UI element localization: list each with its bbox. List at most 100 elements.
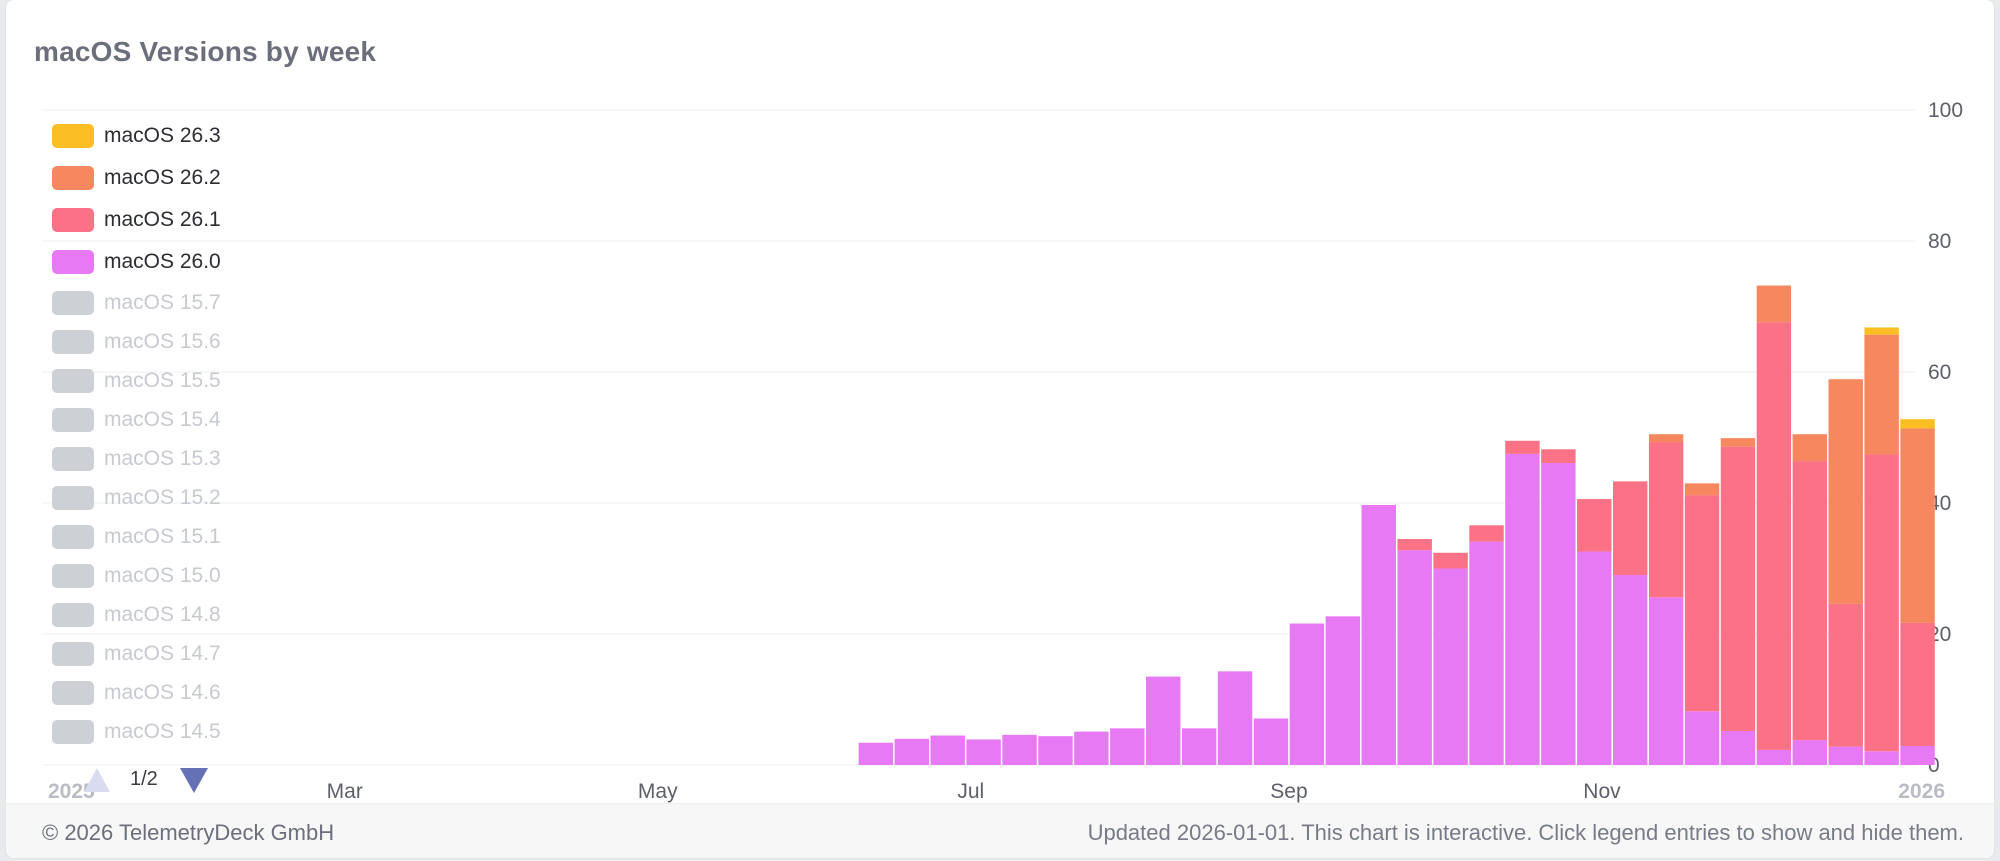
bar-segment: [1864, 334, 1899, 455]
bar-segment: [966, 739, 1001, 765]
bar-segment: [1505, 453, 1540, 765]
bar-segment: [1792, 434, 1828, 462]
legend-swatch: [52, 641, 94, 666]
bar-segment: [1648, 597, 1684, 765]
bar-segment: [1900, 428, 1935, 623]
legend-item[interactable]: macOS 14.8: [52, 595, 252, 634]
legend-item[interactable]: macOS 15.4: [52, 400, 252, 439]
legend-swatch: [52, 407, 94, 432]
bar-segment: [1828, 603, 1863, 747]
legend-label: macOS 14.7: [104, 641, 221, 665]
legend-item[interactable]: macOS 26.0: [52, 241, 252, 283]
bar-segment: [1900, 419, 1935, 429]
legend-label: macOS 15.2: [104, 485, 221, 509]
bar-segment: [1900, 622, 1935, 747]
bar-segment: [1648, 434, 1684, 443]
legend-label: macOS 15.4: [104, 407, 221, 431]
legend-item[interactable]: macOS 26.3: [52, 115, 252, 157]
legend-item[interactable]: macOS 26.1: [52, 199, 252, 241]
bar-segment: [1612, 575, 1648, 765]
bar-segment: [1756, 285, 1792, 323]
legend-swatch: [52, 124, 94, 148]
y-tick-label: 60: [1928, 361, 1951, 384]
bar-segment: [1864, 327, 1899, 335]
bar-segment: [1828, 746, 1863, 765]
bar-segment: [1074, 731, 1109, 765]
bar-segment: [1289, 623, 1325, 765]
bar-segment: [1756, 749, 1792, 765]
bar-segment: [1325, 616, 1361, 765]
legend-label: macOS 26.0: [104, 250, 221, 273]
legend-swatch: [52, 329, 94, 354]
legend-label: macOS 26.2: [104, 166, 221, 189]
bar-segment: [1792, 461, 1828, 741]
bar-segment: [1684, 711, 1720, 765]
x-tick-label: Mar: [327, 780, 363, 803]
x-tick-label: 2026: [1898, 780, 1945, 803]
bar-segment: [1720, 446, 1756, 731]
bar-segment: [1864, 454, 1899, 752]
legend-swatch: [52, 166, 94, 190]
legend-item[interactable]: macOS 15.0: [52, 556, 252, 595]
x-tick-label: Sep: [1270, 780, 1307, 803]
bar-segment: [1864, 751, 1899, 765]
legend-label: macOS 14.6: [104, 680, 221, 704]
bar-segment: [1612, 481, 1648, 576]
bar-segment: [1181, 728, 1217, 765]
legend-item[interactable]: macOS 15.3: [52, 439, 252, 478]
legend-item[interactable]: macOS 15.6: [52, 322, 252, 361]
legend-label: macOS 15.1: [104, 524, 221, 548]
bar-segment: [1253, 718, 1289, 765]
legend-label: macOS 15.0: [104, 563, 221, 587]
legend-swatch: [52, 368, 94, 393]
legend-item[interactable]: macOS 26.2: [52, 157, 252, 199]
bar-segment: [1146, 676, 1181, 765]
legend-item[interactable]: macOS 14.7: [52, 634, 252, 673]
footer-copyright: © 2026 TelemetryDeck GmbH: [42, 820, 335, 845]
legend-page-down-icon[interactable]: [180, 768, 208, 793]
legend-swatch: [52, 485, 94, 510]
bar-segment: [1900, 746, 1935, 765]
legend-label: macOS 26.1: [104, 208, 221, 231]
bar-segment: [1720, 730, 1756, 765]
legend-pager: 1/2: [84, 766, 224, 796]
bar-segment: [1505, 440, 1540, 454]
bar-segment: [930, 735, 965, 765]
legend-label: macOS 15.7: [104, 290, 221, 314]
x-tick-label: May: [638, 780, 678, 803]
bar-segment: [1684, 495, 1720, 712]
legend-label: macOS 14.8: [104, 602, 221, 626]
bar-segment: [1217, 671, 1253, 765]
bar-segment: [1756, 322, 1792, 750]
legend-swatch: [52, 250, 94, 274]
bar-segment: [1648, 442, 1684, 598]
legend-item[interactable]: macOS 15.1: [52, 517, 252, 556]
legend-swatch: [52, 446, 94, 471]
y-tick-label: 0: [1928, 754, 1940, 777]
legend-item[interactable]: macOS 14.5: [52, 712, 252, 751]
footer-note: Updated 2026-01-01. This chart is intera…: [1087, 820, 1964, 845]
bar-segment: [1038, 736, 1073, 765]
legend-swatch: [52, 602, 94, 627]
x-tick-label: Jul: [957, 780, 984, 803]
x-tick-label: 2025: [48, 780, 95, 803]
legend-item[interactable]: macOS 14.6: [52, 673, 252, 712]
bar-segment: [1110, 728, 1145, 765]
bar-segment: [1577, 551, 1612, 765]
bar-segment: [1397, 539, 1432, 551]
legend-swatch: [52, 719, 94, 744]
bar-segment: [1828, 379, 1863, 604]
bar-segment: [1541, 463, 1576, 765]
legend-label: macOS 15.5: [104, 368, 221, 392]
bar-segment: [1469, 525, 1504, 542]
legend-label: macOS 15.6: [104, 329, 221, 353]
chart-card: macOS Versions by week 0 20 40 60 80 100 2025 M…: [6, 0, 1994, 858]
legend-item[interactable]: macOS 15.2: [52, 478, 252, 517]
bar-segment: [1684, 483, 1720, 496]
bar-segment: [1433, 552, 1468, 569]
y-tick-label: 80: [1928, 230, 1951, 253]
legend-item[interactable]: macOS 15.7: [52, 283, 252, 322]
legend-page-up-icon[interactable]: [84, 768, 110, 792]
legend-item[interactable]: macOS 15.5: [52, 361, 252, 400]
